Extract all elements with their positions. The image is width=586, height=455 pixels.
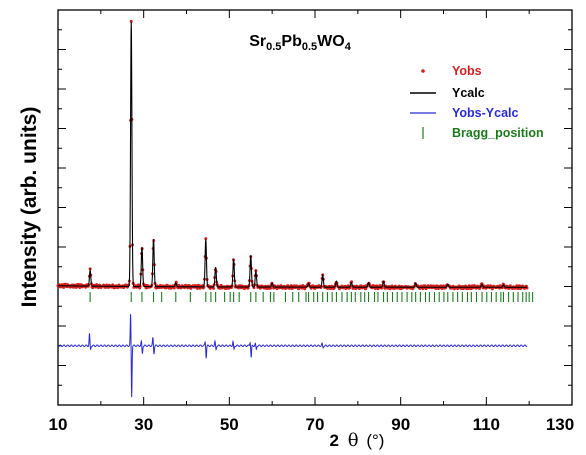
x-tick-label: 110: [473, 415, 500, 434]
observed-point: [467, 284, 471, 288]
observed-point: [195, 286, 199, 290]
observed-point: [129, 19, 133, 23]
x-axis-label-unit: (°): [366, 431, 384, 450]
observed-point: [204, 237, 208, 241]
observed-point: [219, 283, 223, 287]
calculated-curve: [58, 21, 528, 288]
x-tick-label: 50: [220, 415, 239, 434]
observed-point: [62, 285, 66, 289]
x-tick-label: 10: [49, 415, 68, 434]
x-tick-label: 30: [134, 415, 153, 434]
x-tick-label: 90: [391, 415, 410, 434]
y-axis-label: Intensity (arb. units): [18, 107, 41, 308]
x-axis-ticks: [57, 10, 573, 405]
legend-yobs-label: Yobs: [452, 64, 482, 78]
x-axis-label-theta: θ: [348, 430, 359, 451]
diff-line: [57, 314, 528, 398]
x-axis-label: 2 θ (°): [330, 430, 385, 451]
x-tick-label: 70: [306, 415, 325, 434]
observed-point: [78, 285, 82, 289]
legend-bragg-label: Bragg_position: [452, 126, 544, 140]
legend-ycalc-label: Ycalc: [452, 86, 485, 100]
observed-points: [56, 19, 529, 291]
legend-diff-label: Yobs-Ycalc: [452, 106, 519, 120]
legend-yobs-marker: [421, 69, 425, 73]
x-axis-label-main: 2: [330, 431, 339, 450]
legend: Yobs Ycalc Yobs-Ycalc Bragg_position: [410, 64, 544, 140]
y-axis-ticks: [58, 29, 572, 386]
chart-title: Sr0.5Pb0.5WO4: [249, 33, 352, 53]
observed-point: [364, 287, 368, 291]
x-tick-label: 130: [546, 415, 574, 434]
ycalc-line: [58, 21, 528, 288]
bragg-positions: [89, 292, 534, 302]
difference-curve: [57, 314, 528, 398]
x-tick-labels: 10 30 50 70 90 110 130: [49, 415, 575, 434]
observed-point: [211, 286, 215, 290]
